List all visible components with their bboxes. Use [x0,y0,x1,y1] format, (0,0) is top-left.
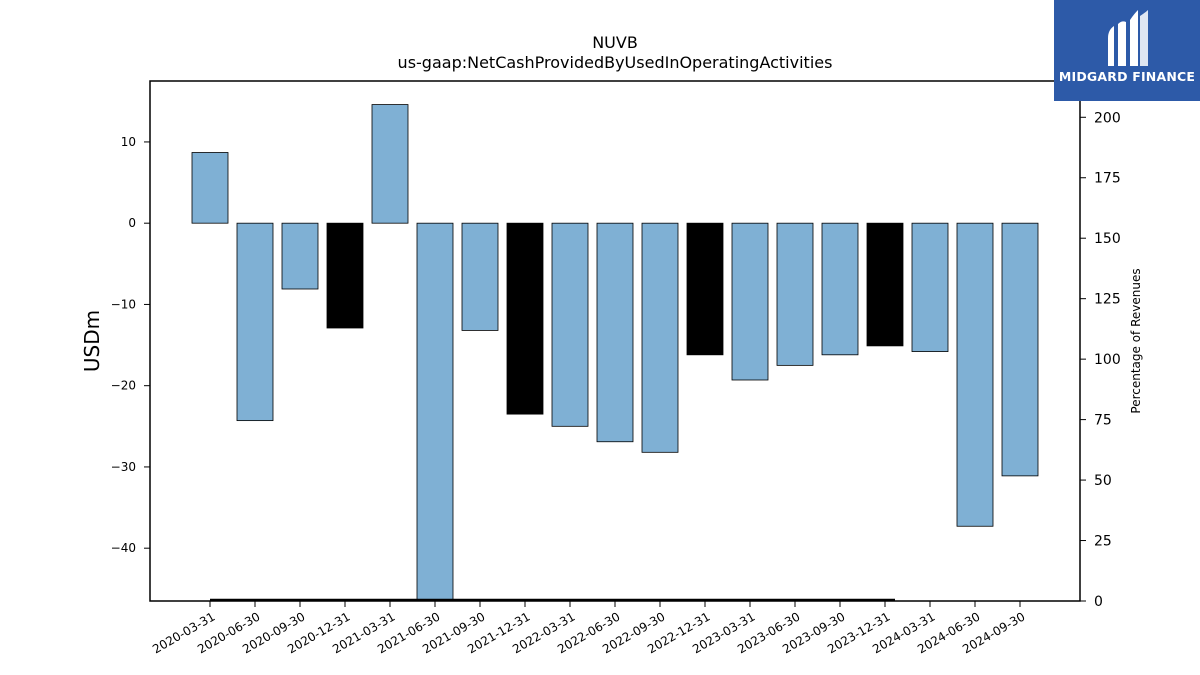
chart-subtitle: us-gaap:NetCashProvidedByUsedInOperating… [398,53,833,72]
bar-2024-03-31 [911,222,949,352]
x-axis-ticks: 2020-03-312020-06-302020-09-302020-12-31… [150,601,1028,656]
bar-2024-06-30 [956,222,994,527]
bar-2023-09-30 [821,222,859,356]
bar-2020-12-31 [326,222,364,329]
y2-tick-label: 0 [1094,594,1103,610]
y-tick-label: −20 [111,379,136,393]
bar-2021-12-31 [506,222,544,415]
y-tick-label: −10 [111,297,136,311]
y-tick-label: 0 [128,216,136,230]
y2-tick-label: 25 [1094,534,1112,550]
bar-2023-12-31 [866,222,904,347]
bar-2022-09-30 [641,222,679,453]
y2-tick-label: 100 [1094,352,1121,368]
y2-axis-label: Percentage of Revenues [1129,268,1143,413]
bar-2020-06-30 [236,222,274,422]
brand-name: MIDGARD FINANCE [1058,69,1196,84]
bar-2020-09-30 [281,222,319,290]
y2-tick-label: 200 [1094,110,1121,126]
bar-2020-03-31 [191,152,229,224]
bar-2023-06-30 [776,222,814,366]
bar-2022-03-31 [551,222,589,427]
y-tick-label: −30 [111,460,136,474]
bar-2021-06-30 [416,222,454,602]
chart-title: NUVB [592,33,638,52]
y-tick-label: −40 [111,541,136,555]
bar-2022-06-30 [596,222,634,443]
midgard-logo-icon [1108,10,1148,66]
bar-2023-03-31 [731,222,769,381]
bar-2021-03-31 [371,104,409,224]
y2-tick-label: 125 [1094,292,1121,308]
brand-logo: MIDGARD FINANCE [1054,0,1200,101]
y2-tick-label: 75 [1094,413,1112,429]
y2-tick-label: 175 [1094,171,1121,187]
y-axis-ticks: 10 0 −10 −20 −30 −40 [111,135,150,555]
y2-axis-ticks: 0 25 50 75 100 125 150 175 200 [1080,110,1121,610]
y-tick-label: 10 [121,135,136,149]
bars-group [191,104,1039,602]
y2-tick-label: 50 [1094,473,1112,489]
bar-2024-09-30 [1001,222,1039,477]
y-axis-label: USDm [80,310,104,372]
plot-frame [149,80,1081,602]
bar-2021-09-30 [461,222,499,331]
bar-2022-12-31 [686,222,724,356]
y2-tick-label: 150 [1094,231,1121,247]
